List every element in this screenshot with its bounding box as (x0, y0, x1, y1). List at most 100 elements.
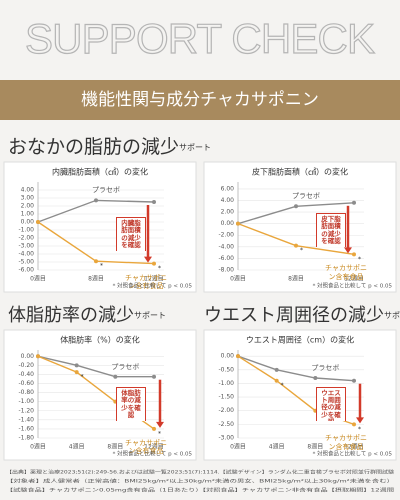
y-tick-label: -5.00 (18, 259, 34, 266)
y-tick-label: -2.00 (18, 235, 34, 242)
y-tick-label: -3.00 (18, 243, 34, 250)
y-tick-label: -0.40 (18, 371, 34, 378)
y-tick-label: -0.20 (18, 362, 34, 369)
data-point (352, 200, 356, 205)
section-title-sub: サポート (384, 311, 400, 320)
x-tick-label: 0週目 (230, 443, 246, 451)
x-tick-label: 12週目 (144, 443, 164, 451)
y-tick-label: 4.00 (221, 197, 235, 204)
chart-title: 体脂肪率（%）の変化 (60, 335, 140, 345)
y-tick-label: -2.50 (218, 421, 234, 428)
difference-arrowhead (156, 421, 164, 428)
chart-box (3, 161, 197, 293)
series-line (237, 355, 355, 382)
series-label: チャカサポニン含有食品 (325, 264, 367, 281)
series-label-box: チャカサポニン含有食品 (325, 434, 367, 451)
data-point (94, 259, 98, 264)
chart-box (203, 161, 397, 293)
series-label: チャカサポニン含有食品 (125, 273, 167, 290)
y-tick-label: -0.80 (18, 389, 34, 396)
y-tick-label: -1.80 (18, 435, 34, 442)
series-label: プラセボ (292, 192, 320, 201)
significance-marker: * (358, 426, 361, 433)
footer-line: 【試験食品】チャカサポニン0.05mg含有食品（1日あたり）【対照食品】チャカサ… (6, 487, 395, 494)
section-title: おなかの脂肪の減少サポート (8, 136, 211, 158)
data-point (74, 363, 79, 368)
difference-arrowhead (344, 247, 352, 254)
series-label-box: プラセボ (292, 192, 320, 201)
data-point (313, 376, 318, 380)
data-point (113, 374, 118, 379)
x-tick-label: 8週目 (88, 275, 104, 283)
y-tick-label: 0.00 (221, 220, 235, 227)
difference-arrowhead (144, 256, 152, 263)
y-tick-label: -4.00 (218, 243, 234, 250)
x-tick-label: 8週目 (107, 443, 123, 451)
significance-marker: * (358, 256, 361, 263)
footnote: * 対照食品と比較して p < 0.05 (113, 450, 193, 458)
x-tick-label: 12週目 (344, 443, 364, 451)
series-label-box: チャカサポニン含有食品 (125, 273, 167, 290)
y-tick-label: -1.50 (218, 394, 234, 401)
series-label: プラセボ (111, 362, 140, 371)
series-label-box: プラセボ (92, 186, 120, 194)
annotation: 体脂肪率の減少を確認 (116, 386, 146, 421)
data-point (352, 378, 356, 383)
section-title-sub: サポート (179, 143, 211, 152)
series-label: チャカサポニン含有食品 (325, 434, 367, 451)
data-point (294, 204, 298, 209)
y-tick-label: 2.00 (221, 209, 235, 216)
data-point (352, 422, 356, 427)
significance-marker: * (100, 263, 103, 270)
y-tick-label: 0.00 (21, 219, 35, 226)
footer-line: 【対象者】成人健常者（正常高値：BMI25kg/m²以上30kg/m²未満の男女… (6, 478, 394, 485)
y-tick-label: -1.60 (18, 425, 34, 432)
difference-arrowhead (356, 417, 364, 424)
y-tick-label: -6.00 (18, 267, 34, 274)
x-tick-label: 12週目 (344, 275, 364, 283)
data-point (74, 370, 79, 375)
significance-marker: * (81, 374, 84, 381)
section-title: 体脂肪率の減少サポート (8, 305, 166, 326)
series-label: プラセボ (311, 364, 340, 372)
significance-marker: * (300, 247, 303, 254)
annotation-box: 皮下脂肪面積の減少を確認 (316, 212, 346, 247)
x-tick-label: 8週目 (307, 443, 323, 451)
y-tick-label: -1.40 (18, 416, 34, 423)
y-tick-label: 3.00 (21, 195, 35, 202)
x-tick-label: 0週目 (230, 275, 246, 283)
x-tick-label: 4週目 (269, 443, 285, 451)
series-label-box: チャカサポニン含有食品 (325, 264, 367, 281)
x-tick-label: 0週目 (30, 275, 46, 283)
annotation: ウエスト周囲径の減少を確認 (316, 386, 346, 421)
chart-title: ウエスト周囲径（cm）の変化 (246, 335, 354, 345)
y-tick-label: -0.60 (18, 380, 34, 387)
y-tick-label: -8.00 (218, 267, 234, 274)
y-tick-label: 1.00 (21, 211, 35, 218)
y-tick-label: 0.00 (221, 353, 235, 360)
data-point (294, 243, 298, 248)
band (0, 80, 400, 120)
chart-title: 皮下脂肪面積（㎠）の変化 (252, 167, 348, 177)
y-tick-label: -1.00 (18, 398, 34, 405)
annotation-box: 内臓脂肪面積の減少を確認 (116, 216, 146, 251)
x-tick-label: 4週目 (69, 443, 85, 451)
y-tick-label: 0.00 (21, 353, 35, 360)
series-line (37, 355, 154, 378)
data-point (352, 252, 356, 257)
series-label-box: プラセボ (111, 362, 140, 371)
data-point (152, 200, 156, 204)
y-tick-label: -2.00 (218, 407, 234, 414)
annotation: 皮下脂肪面積の減少を確認 (316, 212, 346, 247)
section-title: ウエスト周囲径の減少サポート (204, 305, 400, 326)
y-tick-label: -6.00 (218, 255, 234, 262)
y-tick-label: -1.20 (18, 407, 34, 414)
data-point (274, 367, 279, 372)
data-point (152, 261, 156, 266)
y-tick-label: -4.00 (18, 251, 34, 258)
series-label-box: プラセボ (311, 364, 340, 372)
data-point (236, 221, 240, 226)
chart-box (3, 329, 197, 461)
header-title: SUPPORT CHECK (25, 15, 375, 62)
data-point (94, 198, 98, 203)
